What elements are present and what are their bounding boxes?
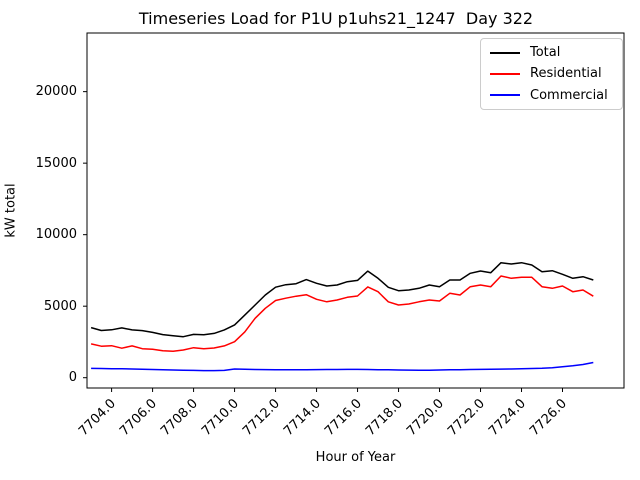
y-tick-label: 20000 [35, 84, 77, 100]
y-tick-label: 10000 [35, 227, 77, 243]
legend-item: Residential [481, 64, 622, 84]
legend: Total Residential Commercial [480, 38, 623, 110]
y-tick-label: 0 [68, 370, 77, 386]
legend-item-label: Commercial [530, 87, 608, 103]
series-line-residential [90, 275, 594, 352]
legend-item-label: Residential [530, 66, 602, 82]
legend-item-label: Total [530, 45, 561, 61]
series-line-total [90, 261, 594, 338]
figure-title: Timeseries Load for P1U p1uhs21_1247 Day… [138, 9, 534, 28]
x-axis-label: Hour of Year [315, 450, 396, 465]
legend-line-sample [490, 51, 520, 54]
legend-item: Commercial [481, 85, 622, 105]
y-tick-label: 15000 [35, 155, 77, 171]
legend-line-sample [490, 94, 520, 97]
plot-border [86, 32, 625, 389]
y-tick-label: 5000 [43, 298, 77, 314]
series-line-commercial [91, 361, 594, 372]
legend-line-sample [490, 72, 520, 75]
legend-item: Total [481, 43, 622, 63]
